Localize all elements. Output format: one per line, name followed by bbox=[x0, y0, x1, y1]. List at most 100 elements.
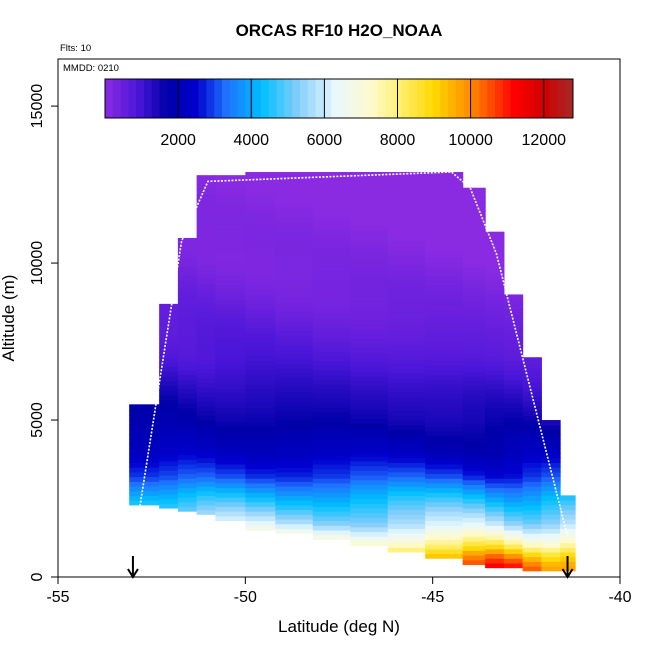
heat-cell bbox=[485, 426, 505, 432]
heat-cell bbox=[387, 391, 426, 398]
heat-cell bbox=[196, 208, 216, 214]
heat-cell bbox=[485, 539, 505, 545]
heat-cell bbox=[312, 468, 351, 474]
heat-cell bbox=[425, 529, 464, 536]
heat-cell bbox=[350, 178, 389, 184]
heat-cell bbox=[425, 473, 464, 479]
heat-cell bbox=[462, 423, 486, 429]
heat-cell bbox=[503, 515, 524, 522]
heat-cell bbox=[350, 531, 389, 537]
heat-cell bbox=[485, 327, 505, 333]
heat-cell bbox=[425, 256, 464, 263]
heat-cell bbox=[215, 374, 246, 380]
heat-cell bbox=[129, 490, 160, 496]
heat-cell bbox=[485, 412, 505, 418]
heat-cell bbox=[503, 360, 524, 366]
heat-cell bbox=[159, 352, 179, 358]
heat-cell bbox=[245, 256, 276, 263]
heat-cell bbox=[387, 292, 426, 299]
heat-cell bbox=[425, 204, 464, 211]
heat-cell bbox=[387, 184, 426, 190]
heat-cell bbox=[350, 489, 389, 495]
heat-cell bbox=[215, 175, 246, 178]
heat-cell bbox=[485, 275, 505, 281]
heat-cell bbox=[312, 228, 351, 234]
heat-cell bbox=[196, 321, 216, 327]
heat-cell bbox=[541, 533, 561, 539]
heat-cell bbox=[387, 231, 426, 237]
heat-cell bbox=[522, 566, 542, 572]
heatmap-cells bbox=[129, 172, 576, 572]
colorbar-swatch bbox=[292, 79, 301, 118]
flight-markers bbox=[127, 556, 574, 579]
heat-cell bbox=[350, 244, 389, 250]
heat-cell bbox=[350, 517, 389, 523]
heat-cell bbox=[215, 200, 246, 206]
heat-cell bbox=[312, 412, 351, 418]
heat-cell bbox=[215, 416, 246, 423]
heat-cell bbox=[196, 269, 216, 275]
heat-cell bbox=[312, 172, 351, 178]
heat-cell bbox=[177, 299, 198, 305]
heat-cell bbox=[196, 485, 216, 492]
heat-cell bbox=[503, 482, 524, 489]
colorbar-swatch bbox=[206, 79, 215, 118]
heat-cell bbox=[485, 525, 505, 531]
heat-cell bbox=[485, 374, 505, 380]
heat-cell bbox=[387, 274, 426, 280]
heat-cell bbox=[541, 495, 561, 501]
heat-cell bbox=[462, 550, 486, 556]
heat-cell bbox=[462, 305, 486, 311]
heat-cell bbox=[215, 256, 246, 263]
heat-cell bbox=[196, 391, 216, 398]
heat-cell bbox=[522, 448, 542, 454]
heat-cell bbox=[275, 321, 314, 327]
heat-cell bbox=[503, 303, 524, 310]
heat-cell bbox=[522, 537, 542, 544]
heat-cell bbox=[503, 548, 524, 555]
heat-cell bbox=[485, 233, 505, 239]
heat-cell bbox=[485, 303, 505, 310]
heat-cell bbox=[177, 369, 198, 376]
heat-cell bbox=[129, 424, 160, 431]
heat-cell bbox=[215, 468, 246, 474]
heat-cell bbox=[215, 449, 246, 456]
heat-cell bbox=[503, 379, 524, 385]
colorbar-swatch bbox=[541, 79, 551, 118]
heat-cell bbox=[522, 462, 542, 468]
heat-cell bbox=[275, 415, 314, 421]
heat-cell bbox=[312, 275, 351, 281]
heat-cell bbox=[462, 319, 486, 325]
heat-cell bbox=[350, 319, 389, 325]
heat-cell bbox=[159, 427, 179, 434]
colorbar-swatch bbox=[307, 79, 317, 118]
heat-cell bbox=[215, 242, 246, 248]
heat-cell bbox=[350, 394, 389, 401]
heat-cell bbox=[503, 336, 524, 343]
heat-cell bbox=[522, 476, 542, 482]
heat-cell bbox=[177, 280, 198, 286]
heat-cell bbox=[312, 374, 351, 380]
heat-cell bbox=[503, 416, 524, 423]
colorbar-swatch bbox=[510, 79, 519, 118]
heat-cell bbox=[215, 299, 246, 305]
heat-cell bbox=[425, 402, 464, 409]
colorbar-swatch bbox=[378, 79, 387, 118]
heat-cell bbox=[215, 219, 246, 225]
colorbar-swatch bbox=[190, 79, 200, 118]
heat-cell bbox=[425, 336, 464, 343]
heat-cell bbox=[387, 335, 426, 341]
heat-cell bbox=[462, 526, 486, 533]
heat-cell bbox=[312, 346, 351, 352]
heat-cell bbox=[215, 252, 246, 258]
y-tick-label: 5000 bbox=[29, 402, 46, 438]
heat-cell bbox=[425, 313, 464, 319]
heat-cell bbox=[541, 485, 561, 492]
heat-cell bbox=[196, 203, 216, 209]
heat-cell bbox=[541, 420, 561, 426]
heat-cell bbox=[503, 383, 524, 390]
heat-cell bbox=[177, 416, 198, 423]
heat-cell bbox=[196, 250, 216, 256]
heat-cell bbox=[387, 269, 426, 275]
heat-cell bbox=[177, 346, 198, 352]
